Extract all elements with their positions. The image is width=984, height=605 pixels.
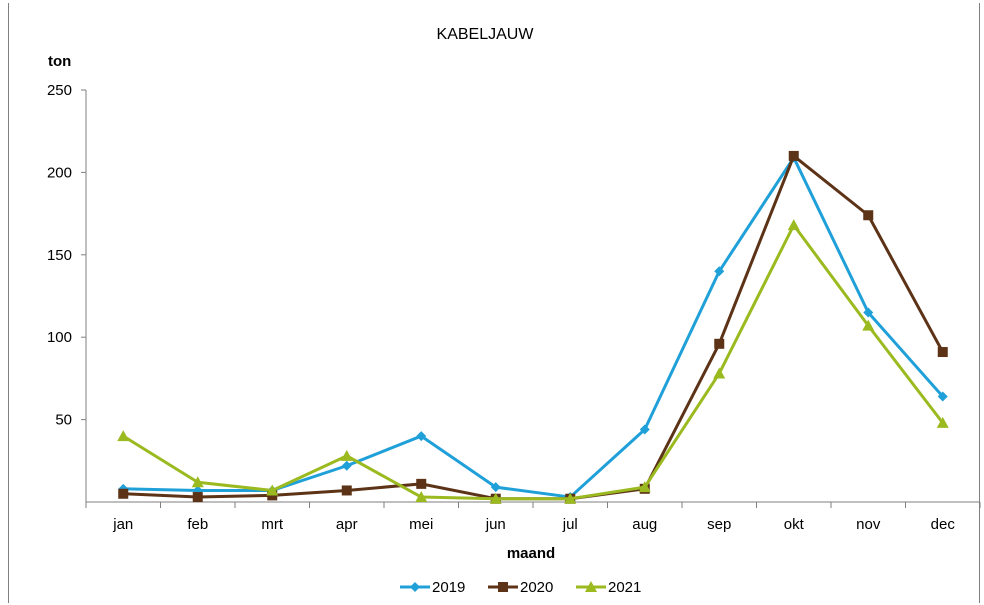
legend: 2019 2020 2021 (400, 579, 641, 596)
series-2019 (118, 152, 948, 503)
series-line (123, 156, 944, 499)
data-point (863, 210, 874, 221)
data-point (713, 367, 726, 379)
data-point (117, 430, 130, 442)
legend-label: 2021 (608, 579, 641, 596)
series-2020 (118, 150, 948, 504)
data-point (489, 492, 502, 504)
legend-label: 2020 (520, 579, 553, 596)
data-point (639, 424, 650, 435)
legend-marker (585, 581, 597, 592)
y-axis-title: ton (48, 53, 71, 70)
data-point (564, 492, 577, 504)
data-point (787, 219, 800, 231)
data-point (191, 476, 204, 488)
series-line (122, 223, 944, 501)
x-axis-title: maand (507, 545, 555, 562)
data-point (266, 484, 279, 496)
x-tick-label: okt (784, 516, 805, 533)
x-tick-label: nov (856, 516, 881, 533)
x-tick-label: jun (485, 516, 506, 533)
x-tick-label: dec (931, 516, 956, 533)
data-point (714, 266, 725, 277)
legend-item: 2020 (488, 579, 553, 596)
legend-label: 2019 (432, 579, 465, 596)
data-point (118, 488, 129, 499)
y-axis-ticks: 50 100 150 200 250 (47, 82, 86, 429)
data-point (416, 431, 427, 442)
y-tick-label: 150 (47, 247, 72, 264)
legend-marker (410, 582, 420, 592)
y-tick-label: 50 (55, 412, 72, 429)
x-tick-label: feb (187, 516, 208, 533)
y-tick-label: 100 (47, 329, 72, 346)
data-point (341, 485, 352, 496)
data-point (937, 391, 948, 402)
series-layer (117, 150, 949, 504)
data-point (416, 478, 427, 489)
series-line (123, 154, 945, 501)
data-point (788, 150, 799, 161)
series-2021 (117, 219, 949, 504)
x-tick-label: jul (562, 516, 578, 533)
data-point (863, 307, 874, 318)
x-tick-label: apr (336, 516, 358, 533)
data-point (415, 491, 428, 503)
data-point (937, 347, 948, 358)
data-point (936, 416, 949, 428)
y-tick-label: 200 (47, 164, 72, 181)
chart-frame (8, 3, 980, 603)
x-tick-label: mei (409, 516, 433, 533)
legend-marker (498, 582, 508, 592)
x-tick-label: mrt (261, 516, 283, 533)
legend-item: 2021 (576, 579, 641, 596)
chart-title: KABELJAUW (437, 26, 535, 43)
data-point (714, 338, 725, 349)
data-point (192, 492, 203, 503)
data-point (340, 449, 353, 461)
data-point (862, 319, 875, 331)
data-point (341, 460, 352, 471)
x-tick-label: jan (112, 516, 133, 533)
x-tick-label: aug (632, 516, 657, 533)
data-point (638, 481, 651, 493)
x-tick-label: sep (707, 516, 731, 533)
data-point (490, 482, 501, 493)
x-axis-ticks: jan feb mrt apr mei jun jul aug sep okt nov dec (85, 502, 981, 533)
legend-item: 2019 (400, 579, 465, 596)
y-tick-label: 250 (47, 82, 72, 99)
